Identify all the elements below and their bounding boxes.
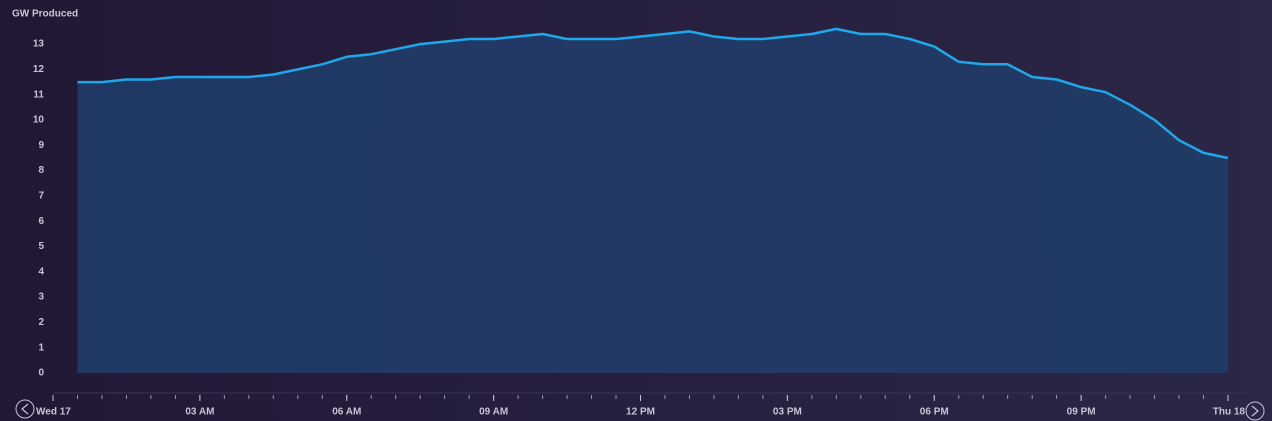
y-tick-label: 8: [38, 165, 44, 176]
x-tick-label: Wed 17: [36, 407, 71, 418]
y-tick-label: 11: [33, 89, 44, 100]
x-tick-label: 09 PM: [1067, 407, 1096, 418]
x-tick-label: 12 PM: [626, 407, 655, 418]
y-tick-label: 13: [33, 39, 45, 50]
line: [77, 27, 1229, 160]
y-tick-label: 10: [33, 115, 45, 126]
y-tick-label: 2: [38, 317, 44, 328]
y-tick-label: 12: [33, 64, 45, 75]
y-tick-label: 7: [38, 191, 44, 202]
x-tick-label: 06 PM: [920, 407, 949, 418]
y-tick-label: 4: [38, 266, 44, 277]
area: [77, 28, 1229, 374]
x-tick-label: 03 AM: [185, 407, 214, 418]
x-tick-label: 06 AM: [332, 407, 361, 418]
next-button[interactable]: [1245, 401, 1265, 421]
prev-button[interactable]: [15, 399, 35, 419]
x-tick-label: 03 PM: [773, 407, 802, 418]
y-tick-label: 5: [38, 241, 44, 252]
y-tick-label: 6: [38, 216, 44, 227]
x-tick-label: 09 AM: [479, 407, 508, 418]
y-tick-label: 1: [38, 342, 44, 353]
y-axis-label: GW Produced: [12, 9, 78, 20]
y-tick-label: 9: [38, 140, 44, 151]
y-tick-label: 3: [38, 292, 44, 303]
x-tick-label: Thu 18: [1213, 407, 1246, 418]
y-tick-label: 0: [38, 368, 44, 379]
